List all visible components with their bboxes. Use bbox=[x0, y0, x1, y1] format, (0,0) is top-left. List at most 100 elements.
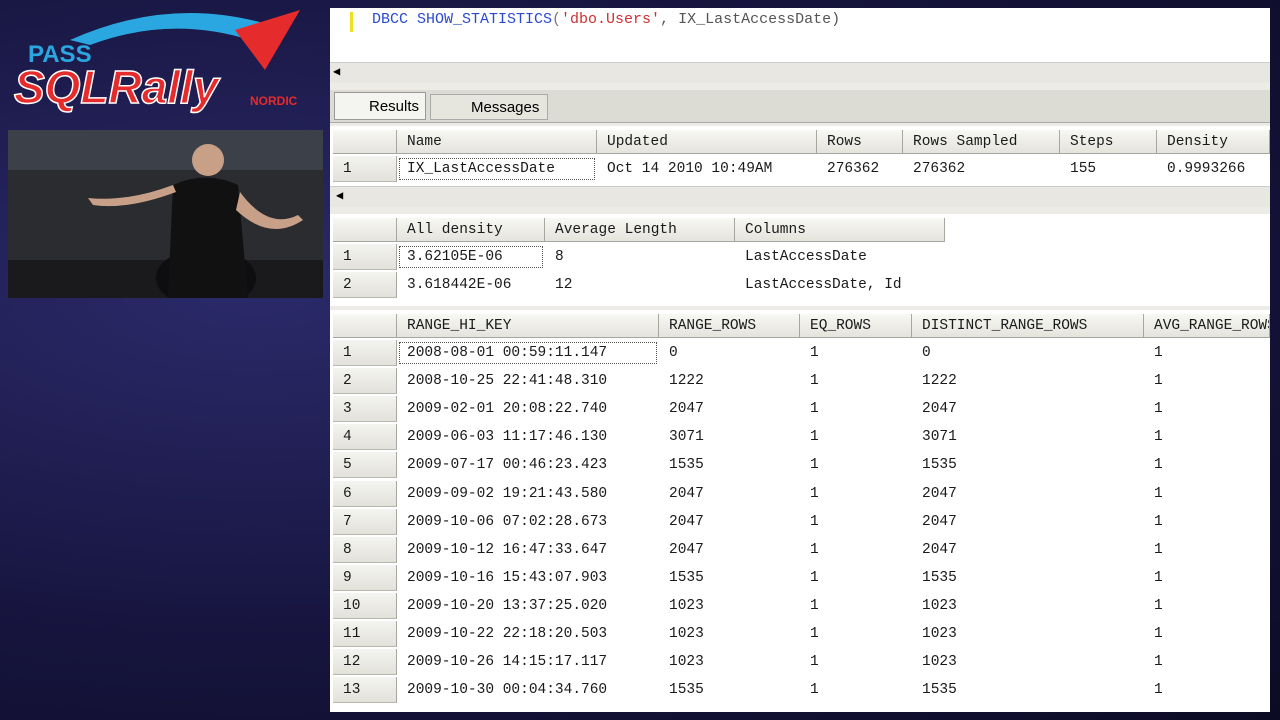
grid-cell[interactable]: 1 bbox=[810, 457, 819, 474]
grid-cell[interactable]: 1 bbox=[1154, 373, 1163, 390]
grid-cell[interactable]: 1 bbox=[1154, 541, 1163, 558]
grid-cell[interactable]: LastAccessDate bbox=[745, 249, 867, 265]
row-number[interactable]: 3 bbox=[333, 396, 397, 423]
grid-cell[interactable]: 1 bbox=[1154, 401, 1163, 418]
grid-cell[interactable]: Oct 14 2010 10:49AM bbox=[607, 161, 773, 177]
row-number[interactable]: 1 bbox=[333, 244, 397, 270]
grid-cell[interactable]: 2009-09-02 19:21:43.580 bbox=[407, 485, 608, 502]
grid-cell[interactable]: 1 bbox=[1154, 345, 1163, 361]
row-number[interactable]: 6 bbox=[333, 480, 397, 507]
row-number[interactable]: 11 bbox=[333, 621, 397, 648]
grid-cell[interactable]: 0 bbox=[669, 345, 678, 361]
grid-scrollbar[interactable]: ◀ bbox=[330, 186, 1270, 207]
column-header[interactable]: Updated bbox=[597, 130, 817, 154]
grid-cell[interactable]: 1 bbox=[1154, 626, 1163, 642]
grid-cell[interactable]: LastAccessDate, Id bbox=[745, 277, 902, 293]
grid-cell[interactable]: 1 bbox=[810, 429, 819, 446]
grid-cell[interactable]: 1 bbox=[1154, 513, 1163, 530]
grid-cell[interactable]: 2047 bbox=[669, 541, 704, 558]
results-tab[interactable]: Results bbox=[334, 92, 426, 120]
row-number[interactable]: 13 bbox=[333, 677, 397, 704]
grid-cell[interactable]: 1 bbox=[1154, 485, 1163, 502]
grid-cell[interactable]: 2047 bbox=[922, 485, 957, 502]
grid-cell[interactable]: 1023 bbox=[922, 654, 957, 671]
grid-cell[interactable]: 1535 bbox=[669, 457, 704, 474]
grid-cell[interactable]: 155 bbox=[1070, 161, 1097, 177]
grid-cell[interactable]: 1 bbox=[810, 401, 819, 418]
row-number[interactable]: 5 bbox=[333, 452, 397, 479]
grid-cell[interactable]: 1 bbox=[810, 485, 819, 502]
query-scrollbar[interactable]: ◀ bbox=[330, 62, 1270, 83]
grid-cell[interactable]: 1535 bbox=[669, 682, 704, 699]
grid-cell[interactable]: 1023 bbox=[669, 654, 704, 671]
grid-cell[interactable]: 3071 bbox=[922, 429, 957, 446]
column-header[interactable]: Average Length bbox=[545, 218, 735, 242]
grid-cell[interactable]: 1023 bbox=[669, 597, 704, 614]
grid-cell[interactable]: 2047 bbox=[922, 513, 957, 530]
grid-cell[interactable]: 1 bbox=[810, 597, 819, 614]
column-header[interactable]: EQ_ROWS bbox=[800, 314, 912, 338]
grid-cell[interactable]: 2047 bbox=[922, 541, 957, 558]
grid-cell[interactable]: 2047 bbox=[669, 513, 704, 530]
row-number[interactable]: 2 bbox=[333, 272, 397, 298]
grid-cell[interactable]: 3.618442E-06 bbox=[407, 277, 512, 293]
grid-cell[interactable]: 1222 bbox=[669, 373, 704, 390]
row-number[interactable]: 1 bbox=[333, 156, 397, 182]
grid-cell[interactable]: 2009-10-26 14:15:17.117 bbox=[407, 654, 608, 671]
grid-cell[interactable]: 2009-10-12 16:47:33.647 bbox=[407, 541, 608, 558]
grid-cell[interactable]: 1 bbox=[1154, 569, 1163, 586]
column-header[interactable]: DISTINCT_RANGE_ROWS bbox=[912, 314, 1144, 338]
row-number[interactable]: 7 bbox=[333, 508, 397, 535]
grid-cell[interactable]: 1 bbox=[810, 513, 819, 530]
column-header[interactable]: Steps bbox=[1060, 130, 1157, 154]
column-header[interactable]: Name bbox=[397, 130, 597, 154]
grid-cell[interactable]: 1 bbox=[810, 569, 819, 586]
row-number[interactable]: 2 bbox=[333, 368, 397, 395]
grid-cell[interactable]: 3071 bbox=[669, 429, 704, 446]
row-number[interactable]: 9 bbox=[333, 564, 397, 591]
grid-cell[interactable]: 2009-10-16 15:43:07.903 bbox=[407, 569, 608, 586]
grid-cell[interactable]: 2047 bbox=[922, 401, 957, 418]
grid-cell[interactable]: 1 bbox=[1154, 682, 1163, 699]
column-header[interactable]: RANGE_ROWS bbox=[659, 314, 800, 338]
row-number[interactable]: 8 bbox=[333, 536, 397, 563]
grid-cell[interactable]: 3.62105E-06 bbox=[397, 244, 545, 270]
grid-cell[interactable]: 276362 bbox=[827, 161, 880, 177]
column-header[interactable]: Density bbox=[1157, 130, 1270, 154]
grid-cell[interactable]: 1 bbox=[1154, 429, 1163, 446]
grid-cell[interactable]: IX_LastAccessDate bbox=[397, 156, 597, 182]
column-header[interactable]: Rows Sampled bbox=[903, 130, 1060, 154]
grid-cell[interactable]: 2009-10-30 00:04:34.760 bbox=[407, 682, 608, 699]
row-number[interactable]: 10 bbox=[333, 592, 397, 619]
grid-cell[interactable]: 1 bbox=[810, 373, 819, 390]
grid-cell[interactable]: 2009-10-22 22:18:20.503 bbox=[407, 626, 608, 642]
messages-tab[interactable]: Messages bbox=[430, 94, 548, 120]
row-number[interactable]: 1 bbox=[333, 340, 397, 367]
grid-cell[interactable]: 1 bbox=[810, 682, 819, 699]
grid-cell[interactable]: 2008-10-25 22:41:48.310 bbox=[407, 373, 608, 390]
grid-cell[interactable]: 2047 bbox=[669, 485, 704, 502]
grid-cell[interactable]: 1023 bbox=[922, 597, 957, 614]
grid-cell[interactable]: 2009-06-03 11:17:46.130 bbox=[407, 429, 608, 446]
grid-cell[interactable]: 1 bbox=[1154, 457, 1163, 474]
grid-cell[interactable]: 1535 bbox=[922, 457, 957, 474]
column-header[interactable]: Columns bbox=[735, 218, 945, 242]
grid-cell[interactable]: 1023 bbox=[922, 626, 957, 642]
grid-cell[interactable]: 2008-08-01 00:59:11.147 bbox=[397, 340, 659, 366]
column-header[interactable]: All density bbox=[397, 218, 545, 242]
grid-cell[interactable]: 2009-10-06 07:02:28.673 bbox=[407, 513, 608, 530]
grid-cell[interactable]: 1 bbox=[1154, 654, 1163, 671]
grid-cell[interactable]: 1 bbox=[810, 345, 819, 361]
grid-cell[interactable]: 8 bbox=[555, 249, 564, 265]
column-header[interactable]: AVG_RANGE_ROWS bbox=[1144, 314, 1270, 338]
grid-cell[interactable]: 1 bbox=[810, 654, 819, 671]
grid-cell[interactable]: 276362 bbox=[913, 161, 966, 177]
grid-cell[interactable]: 1 bbox=[810, 626, 819, 642]
grid-cell[interactable]: 1 bbox=[810, 541, 819, 558]
column-header[interactable]: RANGE_HI_KEY bbox=[397, 314, 659, 338]
grid-cell[interactable]: 2009-07-17 00:46:23.423 bbox=[407, 457, 608, 474]
row-number[interactable]: 12 bbox=[333, 649, 397, 676]
grid-cell[interactable]: 2009-10-20 13:37:25.020 bbox=[407, 597, 608, 614]
grid-cell[interactable]: 0 bbox=[922, 345, 931, 361]
grid-cell[interactable]: 1 bbox=[1154, 597, 1163, 614]
